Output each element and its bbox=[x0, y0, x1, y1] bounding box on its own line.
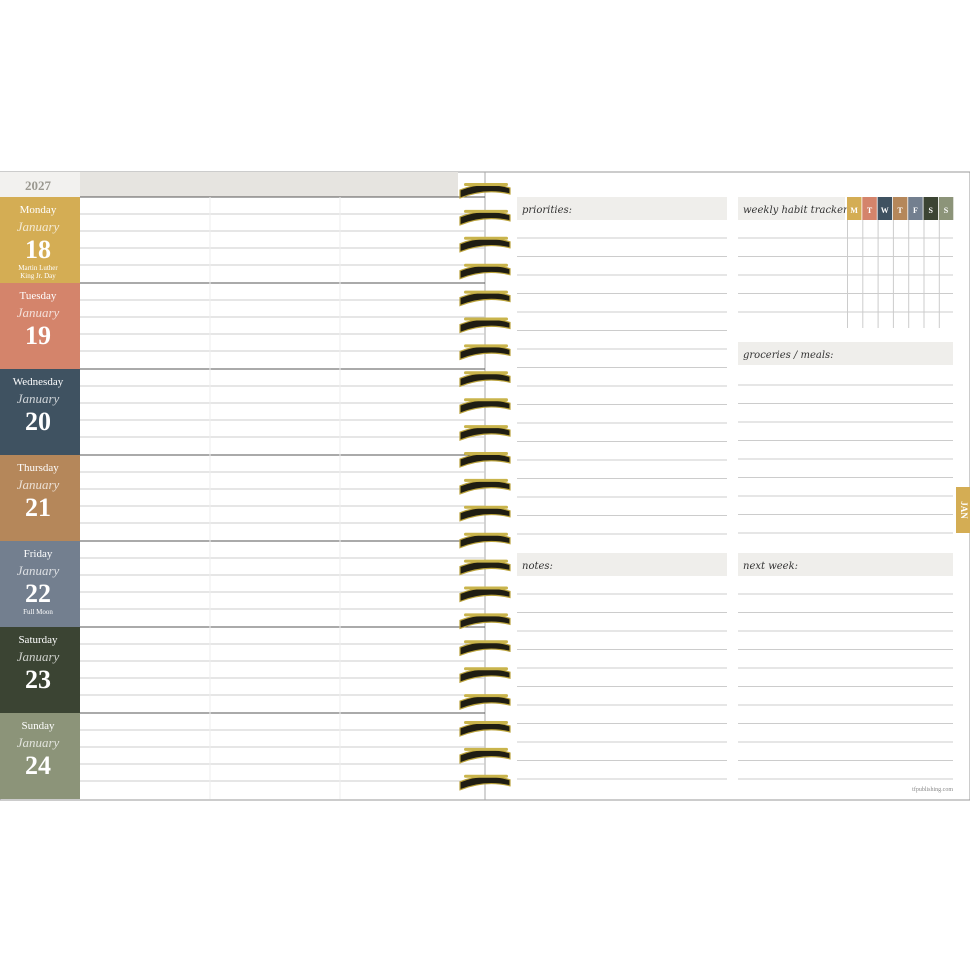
coil-ring bbox=[464, 290, 508, 294]
habit-day-box bbox=[847, 197, 862, 220]
weekday: Wednesday bbox=[13, 376, 64, 388]
coil-ring bbox=[464, 694, 508, 698]
coil-ring bbox=[464, 532, 508, 536]
year-cell bbox=[0, 172, 80, 197]
month: January bbox=[17, 219, 60, 234]
coil-ring bbox=[464, 747, 508, 751]
section-header bbox=[738, 553, 953, 576]
coil-ring bbox=[464, 613, 508, 617]
month: January bbox=[17, 305, 60, 320]
habit-day-box bbox=[923, 197, 938, 220]
habit-day-box bbox=[938, 197, 954, 220]
month: January bbox=[17, 391, 60, 406]
section-label: next week: bbox=[743, 561, 798, 572]
section-label: weekly habit tracker: bbox=[743, 205, 851, 216]
day-note: Martin Luther bbox=[18, 264, 58, 272]
coil-ring bbox=[464, 640, 508, 644]
section-header bbox=[517, 197, 727, 220]
coil-ring bbox=[464, 721, 508, 724]
month-tab-label: JAN bbox=[959, 501, 969, 519]
coil-ring bbox=[464, 236, 508, 240]
coil-ring bbox=[464, 452, 508, 455]
section-header bbox=[738, 197, 845, 220]
weekday: Friday bbox=[24, 548, 53, 560]
section-label: groceries / meals: bbox=[743, 350, 834, 361]
coil-ring bbox=[464, 774, 508, 778]
section-header bbox=[738, 342, 953, 365]
habit-day: T bbox=[867, 206, 873, 215]
day-block bbox=[0, 713, 80, 799]
coil-ring bbox=[464, 317, 508, 321]
coil-ring bbox=[464, 183, 508, 186]
coil-ring bbox=[464, 371, 508, 375]
footer: tfpublishing.com bbox=[912, 786, 953, 793]
habit-day: W bbox=[881, 206, 889, 215]
month: January bbox=[17, 735, 60, 750]
day-block bbox=[0, 369, 80, 455]
date: 23 bbox=[25, 665, 51, 694]
habit-day: T bbox=[897, 206, 903, 215]
weekday: Tuesday bbox=[20, 290, 57, 302]
habit-day: F bbox=[913, 206, 918, 215]
habit-day-box bbox=[877, 197, 893, 220]
day-block bbox=[0, 283, 80, 369]
date: 22 bbox=[25, 579, 51, 608]
date: 19 bbox=[25, 321, 51, 350]
section-label: notes: bbox=[522, 561, 553, 572]
date: 24 bbox=[25, 751, 51, 780]
coil-ring bbox=[464, 559, 508, 563]
habit-day: S bbox=[928, 206, 933, 215]
coil-ring bbox=[464, 478, 508, 482]
coil-ring bbox=[464, 667, 508, 671]
coil-ring bbox=[464, 209, 508, 213]
coil-ring bbox=[464, 505, 508, 509]
day-block bbox=[0, 197, 80, 283]
habit-day-box bbox=[892, 197, 908, 220]
header-bar bbox=[80, 172, 458, 197]
weekday: Sunday bbox=[22, 720, 56, 732]
year: 2027 bbox=[25, 178, 52, 193]
weekday: Saturday bbox=[18, 634, 58, 646]
day-block bbox=[0, 541, 80, 627]
month: January bbox=[17, 563, 60, 578]
date: 18 bbox=[25, 235, 51, 264]
weekday: Monday bbox=[20, 204, 57, 216]
month: January bbox=[17, 477, 60, 492]
coil-ring bbox=[464, 263, 508, 267]
habit-day-box bbox=[908, 197, 923, 220]
day-note: King Jr. Day bbox=[20, 272, 56, 280]
coil-ring bbox=[464, 344, 508, 348]
coil-ring bbox=[464, 425, 508, 429]
weekday: Thursday bbox=[17, 462, 59, 474]
date: 21 bbox=[25, 493, 51, 522]
month-tab bbox=[956, 487, 970, 533]
month: January bbox=[17, 649, 60, 664]
habit-day: M bbox=[850, 206, 858, 215]
habit-day: S bbox=[944, 206, 949, 215]
habit-day-box bbox=[862, 197, 877, 220]
date: 20 bbox=[25, 407, 51, 436]
day-block bbox=[0, 627, 80, 713]
coil-ring bbox=[464, 398, 508, 402]
coil-ring bbox=[464, 586, 508, 590]
day-note: Full Moon bbox=[23, 608, 53, 616]
section-header bbox=[517, 553, 727, 576]
section-label: priorities: bbox=[522, 205, 572, 216]
day-block bbox=[0, 455, 80, 541]
